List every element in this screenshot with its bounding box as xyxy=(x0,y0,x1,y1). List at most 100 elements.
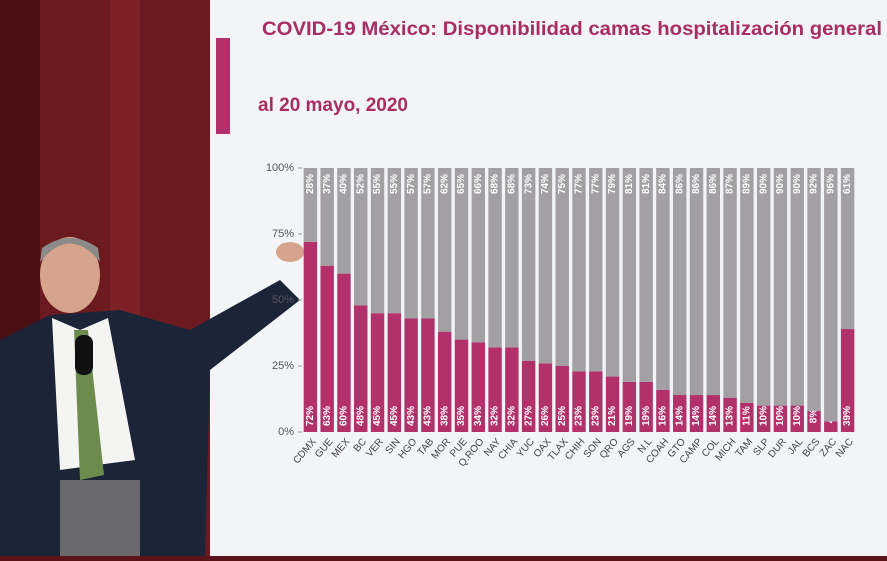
value-label: 19% xyxy=(641,406,652,426)
bar-segment xyxy=(437,331,452,432)
bar-segment xyxy=(706,395,721,432)
bar-segment xyxy=(303,241,318,432)
bar-segment xyxy=(538,363,553,432)
bar-segment xyxy=(454,339,469,432)
y-tick-label: 25% xyxy=(272,360,294,372)
value-label: 68% xyxy=(490,174,501,194)
value-label: 77% xyxy=(574,174,585,194)
bar-segment xyxy=(572,168,586,372)
value-label: 48% xyxy=(355,406,366,426)
value-label: 65% xyxy=(456,174,467,194)
bar-segment xyxy=(656,389,670,432)
bar-segment xyxy=(740,402,754,432)
bar-segment xyxy=(572,371,586,432)
bar-segment xyxy=(689,395,704,432)
chart-subtitle: al 20 mayo, 2020 xyxy=(258,95,408,116)
bar-segment xyxy=(421,318,435,432)
value-label: 45% xyxy=(389,406,400,426)
microphone xyxy=(75,335,93,375)
value-label: 52% xyxy=(355,174,366,194)
bar-segment xyxy=(740,168,754,403)
bar-segment xyxy=(320,168,334,266)
bar-segment xyxy=(622,381,637,432)
bar-segment xyxy=(756,405,771,432)
bar-segment xyxy=(639,168,653,382)
bar-segment xyxy=(773,405,788,432)
hair xyxy=(40,238,100,262)
bar-segment xyxy=(790,405,804,432)
bar-segment xyxy=(437,168,452,332)
bar-segment xyxy=(807,410,821,432)
bar-segment xyxy=(303,168,318,242)
bar-segment xyxy=(840,168,855,330)
value-label: 73% xyxy=(523,174,534,194)
value-label: 32% xyxy=(506,406,517,426)
value-label: 75% xyxy=(557,174,568,194)
bar-segment xyxy=(471,168,485,343)
bar-segment xyxy=(370,313,385,432)
value-label: 61% xyxy=(842,174,853,194)
bar-segment xyxy=(605,376,620,432)
value-label: 26% xyxy=(540,406,551,426)
value-label: 89% xyxy=(742,174,753,194)
value-label: 57% xyxy=(423,174,434,194)
bar-segment xyxy=(589,168,603,372)
value-label: 92% xyxy=(809,174,820,194)
value-label: 11% xyxy=(742,406,753,426)
bar-segment xyxy=(387,168,402,314)
bar-segment xyxy=(840,329,855,432)
value-label: 14% xyxy=(674,406,685,426)
value-label: 81% xyxy=(624,174,635,194)
y-tick-label: 50% xyxy=(272,294,294,306)
value-label: 72% xyxy=(305,406,316,426)
value-label: 13% xyxy=(725,406,736,426)
accent-bar xyxy=(216,38,230,134)
bar-segment xyxy=(589,371,603,432)
bar-segment xyxy=(555,168,569,366)
value-label: 27% xyxy=(523,406,534,426)
value-label: 96% xyxy=(825,174,836,194)
value-label: 55% xyxy=(372,174,383,194)
value-label: 74% xyxy=(540,174,551,194)
value-label: 32% xyxy=(490,406,501,426)
bar-segment xyxy=(337,273,351,432)
value-label: 68% xyxy=(506,174,517,194)
trousers xyxy=(60,480,140,556)
value-label: 90% xyxy=(775,174,786,194)
value-label: 43% xyxy=(406,406,417,426)
value-label: 21% xyxy=(607,406,618,426)
value-label: 86% xyxy=(691,174,702,194)
value-label: 23% xyxy=(574,406,585,426)
bar-segment xyxy=(689,168,704,396)
speaker xyxy=(0,237,304,556)
bar-segment xyxy=(723,397,737,432)
bar-segment xyxy=(404,318,418,432)
bar-segment xyxy=(723,168,737,398)
bar-segment xyxy=(505,347,519,432)
bar-segment xyxy=(622,168,637,382)
value-label: 10% xyxy=(775,406,786,426)
bar-segment xyxy=(370,168,385,314)
value-label: 79% xyxy=(607,174,618,194)
y-tick-label: 75% xyxy=(272,228,294,240)
hand xyxy=(276,242,304,262)
bar-segment xyxy=(807,168,821,411)
bar-segment xyxy=(488,347,502,432)
value-label: 25% xyxy=(557,406,568,426)
bar-segment xyxy=(471,342,485,432)
bar-segment xyxy=(673,168,687,396)
value-label: 77% xyxy=(590,174,601,194)
value-label: 37% xyxy=(322,174,333,194)
value-label: 87% xyxy=(725,174,736,194)
bar-segment xyxy=(404,168,418,319)
value-label: 90% xyxy=(792,174,803,194)
bar-segment xyxy=(320,265,334,432)
value-label: 62% xyxy=(439,174,450,194)
bar-segment xyxy=(488,168,502,348)
value-label: 28% xyxy=(305,174,316,194)
value-label: 14% xyxy=(691,406,702,426)
bar-segment xyxy=(790,168,804,406)
bar-segment xyxy=(387,313,402,432)
value-label: 43% xyxy=(423,406,434,426)
